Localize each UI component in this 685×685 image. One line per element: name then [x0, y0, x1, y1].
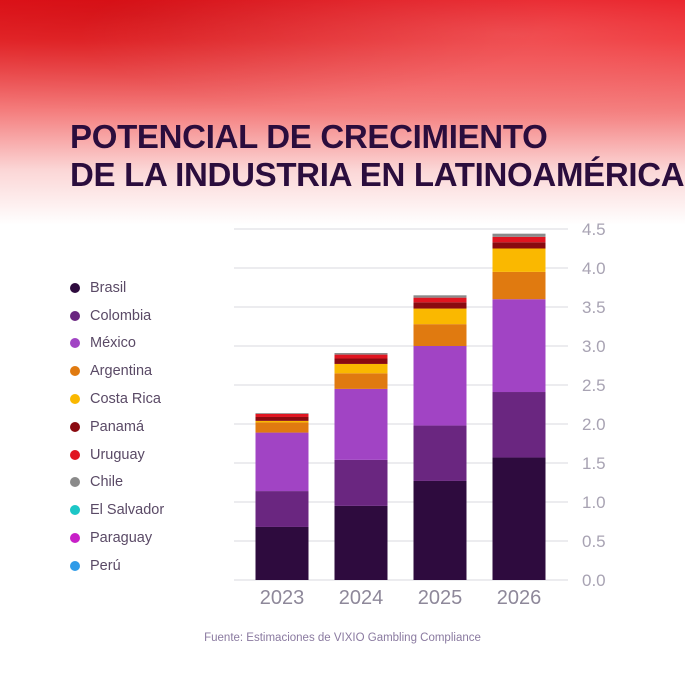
- bar-segment-costa-rica: [413, 308, 467, 325]
- bar-segment-chile: [413, 295, 467, 298]
- legend-swatch: [70, 310, 80, 321]
- bar-segment-argentina: [492, 271, 546, 300]
- legend-label: Argentina: [90, 363, 153, 380]
- y-tick-label: 4.5: [582, 220, 606, 239]
- bar-segment-méxico: [255, 432, 309, 492]
- bar-stack-2026: [492, 233, 546, 580]
- bar-stack-2024: [334, 353, 388, 580]
- legend-item: Brasil: [70, 274, 220, 302]
- bar-segment-colombia: [255, 491, 309, 527]
- legend-swatch: [70, 449, 80, 460]
- legend-swatch: [70, 505, 80, 516]
- x-tick-label: 2024: [339, 587, 384, 609]
- bar-segment-argentina: [255, 422, 309, 433]
- y-tick-label: 0.0: [582, 571, 606, 590]
- legend-swatch: [70, 421, 80, 432]
- legend-label: Paraguay: [90, 530, 153, 547]
- legend-label: Brasil: [90, 279, 127, 296]
- legend-item: Paraguay: [70, 524, 220, 552]
- legend-swatch: [70, 282, 80, 293]
- bar-segment-méxico: [413, 346, 467, 426]
- bar-segment-panamá: [334, 358, 388, 364]
- bar-stack-2023: [255, 413, 309, 580]
- bar-segment-colombia: [334, 459, 388, 506]
- legend: Brasil Colombia México Argentina Costa Rica P…: [70, 274, 220, 580]
- legend-item: Costa Rica: [70, 385, 220, 413]
- chart-title: POTENCIAL DE CRECIMIENTO DE LA INDUSTRIA…: [70, 118, 685, 194]
- bar-segment-brasil: [492, 457, 546, 580]
- bar-segment-costa-rica: [334, 363, 388, 374]
- bar-segment-colombia: [413, 425, 467, 481]
- y-tick-label: 3.5: [582, 298, 606, 317]
- legend-item: Chile: [70, 469, 220, 497]
- bar-segment-uruguay: [255, 413, 309, 417]
- bar-segment-chile: [334, 353, 388, 355]
- bar-segment-brasil: [413, 480, 467, 580]
- y-tick-label: 3.0: [582, 337, 606, 356]
- title-line-1: POTENCIAL DE CRECIMIENTO: [70, 118, 548, 155]
- legend-swatch: [70, 533, 80, 544]
- bar-segment-uruguay: [334, 354, 388, 359]
- bar-segment-colombia: [492, 392, 546, 458]
- bar-segment-uruguay: [413, 297, 467, 303]
- bar-segment-costa-rica: [492, 248, 546, 272]
- legend-label: Costa Rica: [90, 391, 161, 408]
- title-line-2: DE LA INDUSTRIA EN LATINOAMÉRICA.: [70, 156, 685, 193]
- y-tick-label: 2.0: [582, 415, 606, 434]
- bar-segment-panamá: [492, 242, 546, 249]
- x-tick-label: 2026: [497, 587, 542, 609]
- bar-segment-argentina: [413, 324, 467, 346]
- legend-swatch: [70, 338, 80, 349]
- legend-label: Colombia: [90, 307, 152, 324]
- bar-segment-chile: [255, 413, 309, 414]
- x-tick-label: 2023: [260, 587, 305, 609]
- legend-label: Panamá: [90, 418, 145, 435]
- y-tick-label: 1.0: [582, 493, 606, 512]
- legend-label: Chile: [90, 474, 124, 491]
- legend-item: México: [70, 330, 220, 358]
- legend-label: Perú: [90, 557, 121, 574]
- bar-segment-brasil: [255, 526, 309, 580]
- legend-item: Panamá: [70, 413, 220, 441]
- y-tick-label: 4.0: [582, 259, 606, 278]
- y-axis-ticks: 0.0 0.5 1.0 1.5 2.0 2.5 3.0 3.5 4.0 4.5: [582, 220, 606, 590]
- x-tick-label: 2025: [418, 587, 463, 609]
- bar-segment-brasil: [334, 505, 388, 580]
- legend-swatch: [70, 477, 80, 488]
- x-axis-ticks: 2023 2024 2025 2026: [260, 587, 542, 609]
- legend-item: Colombia: [70, 302, 220, 330]
- source-note: Fuente: Estimaciones de VIXIO Gambling C…: [204, 632, 481, 644]
- legend-label: El Salvador: [90, 502, 165, 519]
- bar-stack-2025: [413, 295, 467, 580]
- bar-segment-méxico: [334, 388, 388, 460]
- legend-label: México: [90, 335, 136, 352]
- bar-segment-chile: [492, 233, 546, 237]
- legend-item: Perú: [70, 552, 220, 580]
- bar-segment-costa-rica: [255, 420, 309, 423]
- y-tick-label: 0.5: [582, 532, 606, 551]
- bar-segment-panamá: [413, 302, 467, 309]
- bar-segment-méxico: [492, 299, 546, 393]
- legend-item: Argentina: [70, 357, 220, 385]
- bar-segment-panamá: [255, 416, 309, 421]
- legend-swatch: [70, 394, 80, 405]
- y-tick-label: 2.5: [582, 376, 606, 395]
- y-tick-label: 1.5: [582, 454, 606, 473]
- legend-label: Uruguay: [90, 446, 145, 463]
- bars: [255, 233, 546, 580]
- legend-item: Uruguay: [70, 441, 220, 469]
- bar-segment-argentina: [334, 373, 388, 389]
- legend-swatch: [70, 366, 80, 377]
- bar-segment-uruguay: [492, 236, 546, 243]
- legend-item: El Salvador: [70, 496, 220, 524]
- legend-swatch: [70, 560, 80, 571]
